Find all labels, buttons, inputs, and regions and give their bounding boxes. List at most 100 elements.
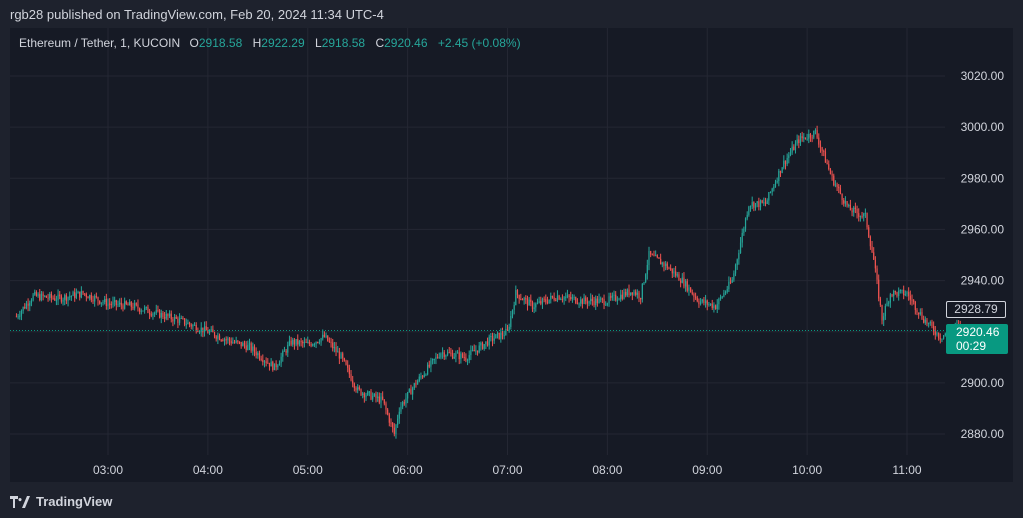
candle-body (771, 188, 773, 193)
candle-body (315, 341, 317, 345)
candle-body (781, 167, 783, 173)
candle-body (223, 339, 226, 342)
candle-body (626, 289, 628, 296)
candle-body (335, 347, 337, 352)
candle-body (435, 356, 437, 359)
candle-body (731, 279, 733, 283)
candle-body (270, 361, 272, 367)
candle-body (218, 335, 221, 340)
candle-body (816, 130, 818, 138)
candle-body (378, 396, 380, 403)
candle-body (886, 302, 888, 307)
candle-body (275, 363, 277, 368)
candle-body (233, 342, 236, 344)
candle-body (550, 295, 552, 300)
candle-body (505, 329, 507, 336)
candle-body (327, 335, 329, 342)
candle-body (590, 298, 592, 302)
candle-body (388, 414, 390, 423)
candle-body (631, 292, 633, 295)
candle-body (829, 169, 832, 175)
candle-body (333, 347, 335, 349)
candle-body (451, 353, 454, 359)
x-tick-label: 05:00 (293, 463, 323, 477)
tradingview-brand[interactable]: TradingView (36, 493, 113, 509)
candle-body (453, 356, 455, 359)
candle-body (392, 422, 394, 428)
candle-body (370, 391, 372, 400)
candle-body (312, 344, 314, 346)
candle-body (84, 293, 86, 295)
candle-body (490, 336, 492, 338)
y-tick-label: 3000.00 (961, 120, 1005, 134)
candle-body (743, 228, 745, 233)
candle-body (568, 295, 570, 298)
candle-body (293, 339, 296, 345)
candle-body (180, 317, 182, 319)
candle-body (109, 303, 111, 305)
candle-body (222, 340, 224, 342)
candle-body (491, 336, 494, 341)
candle-body (157, 310, 159, 312)
candle-body (466, 360, 469, 362)
candle-body (436, 356, 439, 358)
candle-body (142, 310, 144, 312)
candle-body (235, 340, 237, 343)
candle-body (563, 297, 565, 300)
candle-body (277, 365, 279, 368)
candle-body (896, 292, 898, 296)
candle-body (132, 306, 134, 309)
candle-body (874, 259, 876, 269)
candle-body (134, 303, 136, 309)
candle-body (893, 291, 895, 297)
candle-body (205, 326, 207, 331)
candle-body (903, 289, 905, 296)
candle-body (819, 144, 822, 148)
candle-body (789, 152, 792, 156)
candle-body (375, 393, 377, 398)
publish-text: rgb28 published on TradingView.com, Feb … (10, 7, 384, 22)
candle-body (536, 302, 539, 304)
candle-body (260, 358, 262, 360)
candle-body (433, 358, 435, 360)
candle-body (818, 137, 820, 145)
change-value: +2.45 (+0.08%) (437, 36, 521, 50)
candle-body (643, 282, 645, 284)
candle-body (20, 310, 23, 316)
candle-body (110, 304, 112, 306)
symbol-title[interactable]: Ethereum / Tether, 1, KUCOIN (19, 36, 181, 50)
candle-body (455, 353, 457, 357)
candle-body (124, 301, 126, 309)
candle-body (34, 292, 36, 295)
x-tick-label: 10:00 (792, 463, 822, 477)
candle-body (125, 301, 127, 305)
candle-body (238, 341, 241, 343)
candle-body (431, 358, 434, 361)
candle-body (317, 341, 319, 343)
candle-body (833, 175, 835, 186)
candle-body (581, 299, 584, 305)
candle-body (343, 358, 345, 361)
candle-body (899, 290, 901, 292)
candle-body (898, 290, 900, 296)
candle-body (849, 204, 852, 211)
candle-body (656, 255, 658, 258)
candle-body (939, 338, 941, 340)
chart-frame[interactable] (10, 28, 1013, 482)
candle-body (162, 313, 164, 318)
candle-body (70, 295, 72, 297)
candle-body (415, 383, 417, 385)
candle-body (410, 389, 412, 395)
candle-body (716, 304, 718, 310)
candle-body (938, 332, 940, 339)
candle-body (308, 342, 311, 344)
candle-body (217, 335, 219, 339)
candle-body (310, 343, 312, 346)
candle-body (144, 307, 146, 311)
candle-body (443, 352, 445, 357)
candle-body (724, 291, 727, 294)
candle-body (538, 301, 540, 303)
candle-body (936, 332, 938, 335)
candle-body (588, 301, 590, 304)
